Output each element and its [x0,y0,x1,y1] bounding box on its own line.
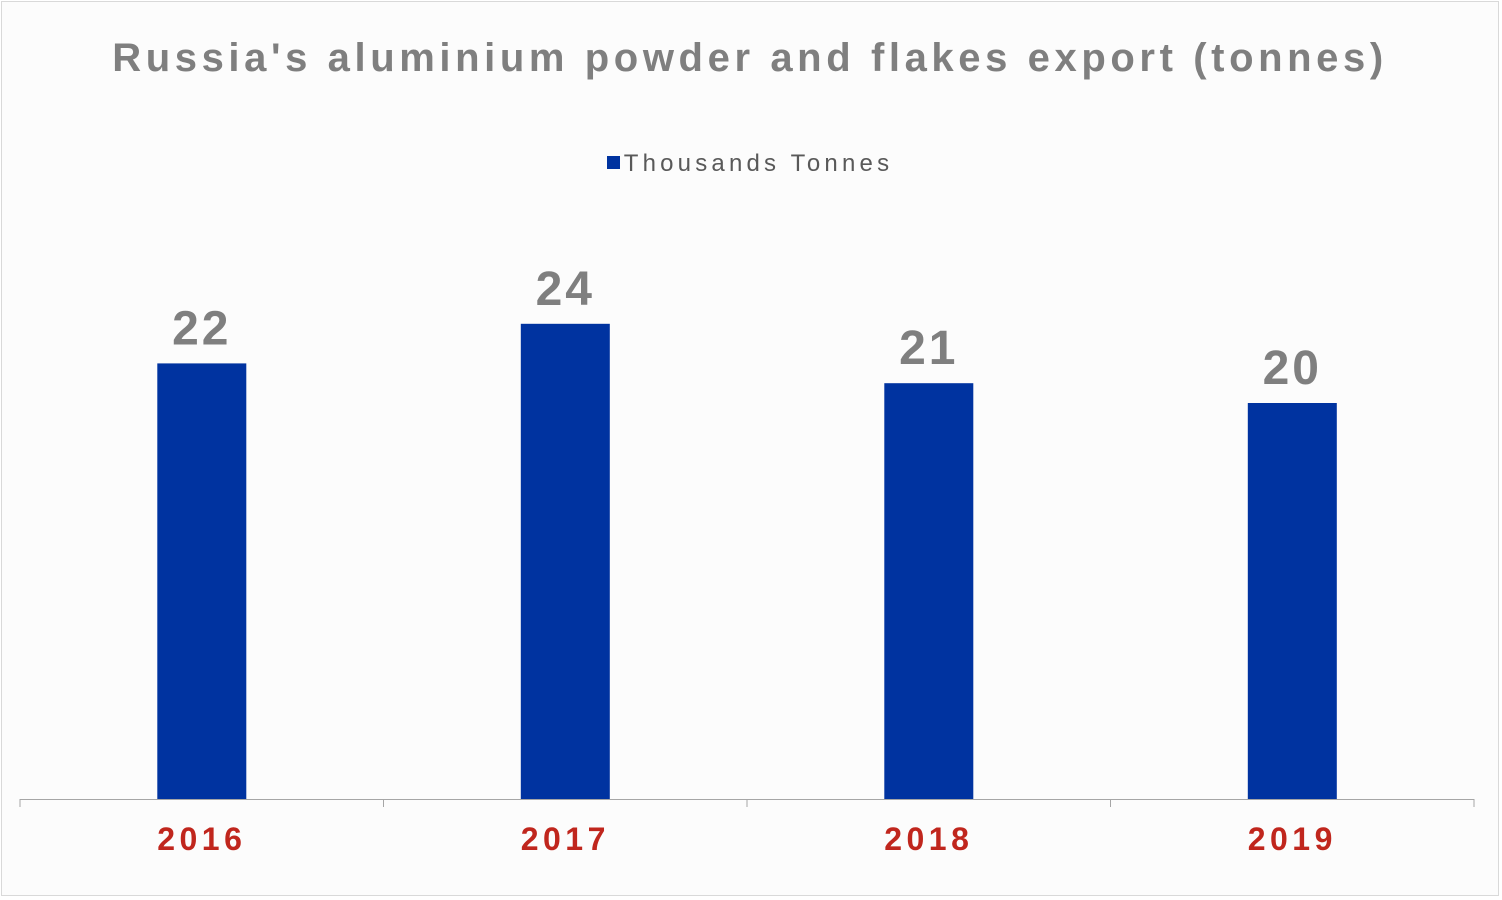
data-label-2017: 24 [536,263,595,316]
data-label-2016: 22 [172,302,231,355]
chart-title: Russia's aluminium powder and flakes exp… [112,36,1388,80]
bar-2016 [157,363,247,799]
legend-swatch [606,155,620,169]
x-tick-label-2017: 2017 [521,821,610,857]
x-tick-label-2019: 2019 [1248,821,1337,857]
legend: Thousands Tonnes [2,150,1498,178]
bar-2017 [520,323,610,799]
data-label-2018: 21 [899,322,958,375]
legend-label: Thousands Tonnes [623,150,894,177]
data-label-2019: 20 [1263,342,1322,395]
bar-2018 [884,383,974,799]
x-tick-label-2016: 2016 [157,821,246,857]
x-tick-label-2018: 2018 [884,821,973,857]
bar-2019 [1247,403,1337,799]
